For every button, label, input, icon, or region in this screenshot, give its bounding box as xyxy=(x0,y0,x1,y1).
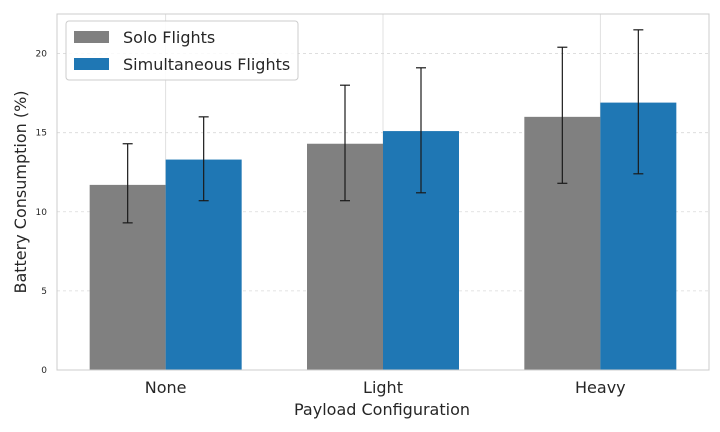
x-tick-label: Heavy xyxy=(575,378,626,397)
y-tick-label: 15 xyxy=(36,129,47,139)
legend-swatch-simultaneous xyxy=(74,58,109,70)
y-tick-label: 5 xyxy=(41,287,47,297)
y-axis-label: Battery Consumption (%) xyxy=(11,90,30,293)
y-tick-label: 20 xyxy=(36,50,48,60)
legend-label-simultaneous: Simultaneous Flights xyxy=(123,55,290,74)
legend-label-solo: Solo Flights xyxy=(123,28,215,47)
legend-box xyxy=(65,20,299,81)
x-tick-labels: None Light Heavy xyxy=(145,378,626,397)
x-tick-label: Light xyxy=(363,378,403,397)
x-axis-label: Payload Configuration xyxy=(294,400,470,419)
plot-frame xyxy=(56,13,710,371)
y-tick-labels: 0 5 10 15 20 xyxy=(36,50,48,376)
error-bars xyxy=(122,29,644,224)
legend: Solo Flights Simultaneous Flights xyxy=(65,20,299,81)
x-tick-label: None xyxy=(145,378,187,397)
y-tick-label: 0 xyxy=(41,366,47,376)
y-tick-label: 10 xyxy=(36,208,48,218)
legend-swatch-solo xyxy=(74,31,109,43)
